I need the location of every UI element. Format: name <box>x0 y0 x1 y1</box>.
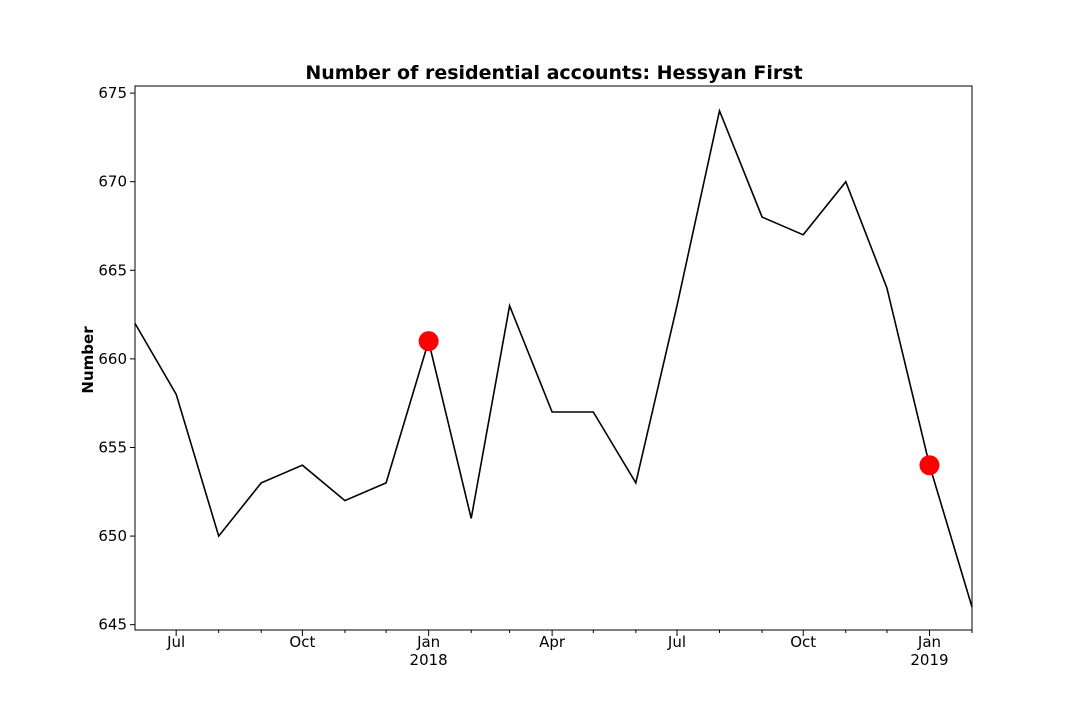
x-tick-year-2: 2018 <box>410 651 448 669</box>
y-tick-label-2: 655 <box>98 438 127 456</box>
highlight-point-0 <box>418 331 439 352</box>
x-tick-year-6: 2019 <box>910 651 948 669</box>
x-tick-label-4: Jul <box>667 633 686 651</box>
x-tick-label-0: Jul <box>166 633 185 651</box>
y-tick-label-3: 660 <box>98 350 127 368</box>
series-layer <box>134 108 973 608</box>
y-tick-label-5: 670 <box>98 173 127 191</box>
x-tick-label-3: Apr <box>539 633 566 651</box>
y-tick-label-6: 675 <box>98 84 127 102</box>
y-tick-label-1: 650 <box>98 527 127 545</box>
x-tick-label-2: Jan <box>416 633 440 651</box>
y-tick-label-0: 645 <box>98 616 127 634</box>
y-axis-label: Number <box>79 326 97 394</box>
y-axis: 645 650 655 660 665 670 675 <box>98 84 135 634</box>
highlight-layer <box>418 331 940 476</box>
highlight-point-1 <box>919 455 940 476</box>
x-tick-label-6: Jan <box>917 633 941 651</box>
x-tick-label-5: Oct <box>790 633 816 651</box>
y-tick-label-4: 665 <box>98 261 127 279</box>
x-tick-label-1: Oct <box>289 633 315 651</box>
series-line-0 <box>134 108 973 608</box>
plot-frame <box>134 85 973 631</box>
chart-title: Number of residential accounts: Hessyan … <box>305 62 802 84</box>
